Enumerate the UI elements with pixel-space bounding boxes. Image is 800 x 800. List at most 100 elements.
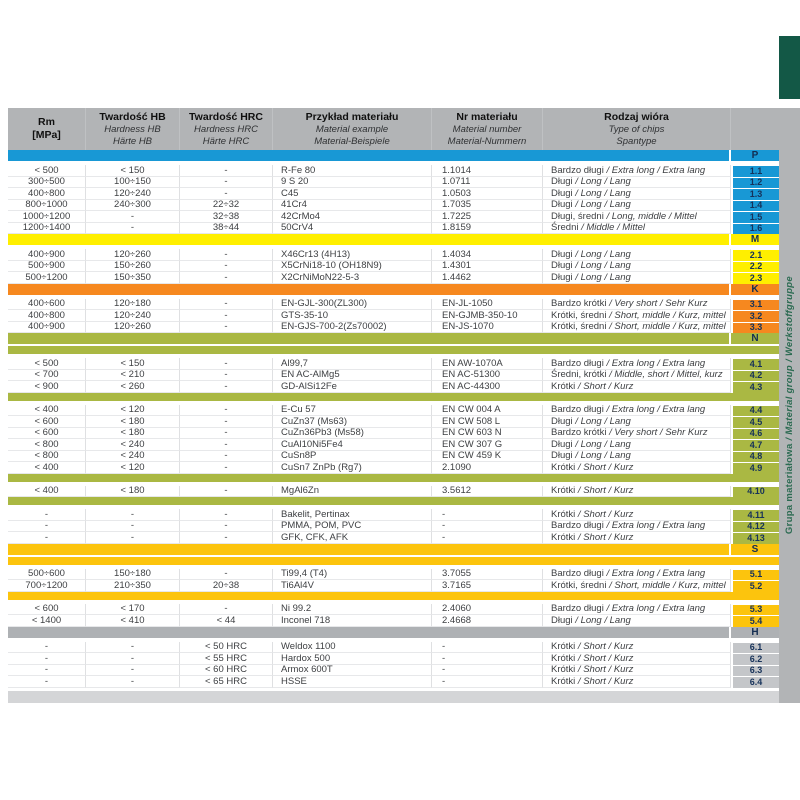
cell-rm: 500÷600 [8, 568, 86, 580]
table-row: < 1400 < 410 < 44 Inconel 718 2.4668 Długi / … [8, 615, 779, 627]
cell-material-number: EN AC-51300 [432, 369, 543, 381]
chip-type-translations: / Short / Kurz [575, 380, 634, 392]
chip-type-translations: / Short, middle / Kurz, mittel [606, 309, 726, 321]
cell-chip-type: Bardzo krótki / Very short / Sehr Kurz [543, 427, 731, 439]
cell-hardness-hrc: < 50 HRC [180, 641, 273, 653]
subgroup-separator [8, 591, 779, 600]
cell-group-number: 4.2 [731, 369, 779, 381]
chip-type-pl: Długi [551, 438, 573, 450]
cell-hardness-hb: < 180 [86, 427, 180, 439]
table-row: < 600 < 180- CuZn37 (Ms63) EN CW 508 L Długi… [8, 416, 779, 428]
table-row: 1000÷1200-32÷38 42CrMo4 1.7225 Długi, średn… [8, 211, 779, 223]
cell-material-number: EN-JL-1050 [432, 298, 543, 310]
chip-type-pl: Bardzo długi [551, 568, 604, 579]
cell-material-number: 2.4668 [432, 615, 543, 627]
chip-type-pl: Krótki, średni [551, 321, 607, 332]
header-line-l3: Material-Nummern [447, 135, 527, 147]
header-line-l1: Twardość HRC [189, 110, 263, 123]
cell-material-example: R-Fe 80 [273, 165, 432, 177]
chip-type-translations: / Long / Lang [572, 438, 631, 450]
cell-group-number: 1.5 [731, 211, 779, 223]
material-table: Rm [MPa] Twardość HB Hardness HB Härte HB Twa… [8, 108, 779, 703]
cell-hardness-hb: - [86, 222, 180, 234]
axis-label-pl: Grupa materiałowa [784, 443, 795, 535]
header-cell: Twardość HB Hardness HB Härte HB [86, 108, 180, 150]
header-line-l3: Härte HB [112, 135, 153, 147]
cell-hardness-hrc: - [180, 381, 273, 393]
cell-hardness-hb: - [86, 664, 180, 676]
cell-chip-type: Długi / Long / Lang [543, 272, 731, 284]
cell-material-number: 1.4462 [432, 272, 543, 284]
bottom-gap [8, 687, 779, 691]
cell-hardness-hrc: - [180, 369, 273, 381]
chip-type-translations: / Short / Kurz [575, 531, 634, 543]
cell-hardness-hrc: - [180, 321, 273, 333]
cell-chip-type: Bardzo długi / Extra long / Extra lang [543, 568, 731, 580]
table-row: 400÷800 120÷240- C45 1.0503 Długi / Long / L… [8, 188, 779, 200]
cell-rm: 500÷1200 [8, 272, 86, 284]
cell-hardness-hrc: < 44 [180, 615, 273, 627]
cell-material-number: 2.1090 [432, 462, 543, 474]
cell-hardness-hrc: - [180, 298, 273, 310]
group-band-bar [8, 543, 729, 555]
table-row: < 700 < 210- EN AC-AlMg5 EN AC-51300 Średni,… [8, 369, 779, 381]
cell-chip-type: Bardzo krótki / Very short / Sehr Kurz [543, 298, 731, 310]
cell-group-number: 1.1 [731, 165, 779, 177]
chip-type-translations: / Long / Lang [572, 450, 631, 461]
cell-hardness-hrc: - [180, 603, 273, 615]
cell-rm: 1000÷1200 [8, 211, 86, 223]
cell-hardness-hb: 150÷350 [86, 272, 180, 284]
cell-material-example: PMMA, POM, PVC [273, 520, 432, 532]
cell-material-example: Ni 99.2 [273, 603, 432, 615]
cell-group-number: 4.6 [731, 427, 779, 439]
cell-material-number: 3.7165 [432, 580, 543, 592]
row-gap [8, 481, 779, 486]
cell-hardness-hrc: - [180, 176, 273, 188]
cell-hardness-hrc: < 55 HRC [180, 653, 273, 665]
cell-chip-type: Krótki / Short / Kurz [543, 664, 731, 676]
table-row: 500÷900 150÷260- X5CrNi18-10 (OH18N9) 1.430… [8, 260, 779, 272]
group-band-label: H [729, 626, 779, 638]
cell-rm: 800÷1000 [8, 199, 86, 211]
cell-hardness-hrc: - [180, 310, 273, 322]
cell-hardness-hb: < 120 [86, 462, 180, 474]
cell-material-number: EN-JS-1070 [432, 321, 543, 333]
cell-material-number: 1.0503 [432, 188, 543, 200]
band-gap [8, 554, 779, 557]
chip-type-pl: Długi [551, 614, 573, 626]
cell-group-number: 3.2 [731, 310, 779, 322]
chip-type-pl: Bardzo krótki [551, 298, 607, 309]
cell-rm: < 500 [8, 358, 86, 370]
cell-material-number: 1.4301 [432, 260, 543, 272]
cell-rm: 500÷900 [8, 260, 86, 272]
header-cell: Nr materiału Material number Material-Numm… [432, 108, 543, 150]
cell-chip-type: Krótki, średni / Short, middle / Kurz, m… [543, 310, 731, 322]
cell-group-number: 4.4 [731, 404, 779, 416]
chip-type-translations: / Long, middle / Mittel [603, 210, 697, 222]
cell-group-number: 5.4 [731, 615, 779, 627]
cell-chip-type: Krótki / Short / Kurz [543, 641, 731, 653]
table-row: - - < 65 HRC HSSE - Krótki / Short / Kurz 6.4 [8, 676, 779, 688]
cell-material-example: GFK, CFK, AFK [273, 532, 432, 544]
group-band-label: K [729, 283, 779, 295]
cell-material-example: CuAl10Ni5Fe4 [273, 439, 432, 451]
chip-type-translations: / Extra long / Extra lang [603, 568, 706, 579]
header-line-l3: Spantype [616, 135, 657, 147]
cell-rm: - [8, 641, 86, 653]
cell-material-number: - [432, 509, 543, 521]
cell-hardness-hb: - [86, 653, 180, 665]
cell-hardness-hb: < 410 [86, 615, 180, 627]
chip-type-pl: Krótki, średni [551, 309, 607, 321]
cell-hardness-hrc: 32÷38 [180, 211, 273, 223]
table-row: 800÷1000 240÷300 22÷32 41Cr4 1.7035 Długi / L… [8, 199, 779, 211]
chip-type-translations: / Extra long / Extra lang [603, 164, 706, 176]
chip-type-translations: / Long / Lang [572, 415, 631, 427]
chip-type-pl: Krótki, średni [551, 579, 607, 591]
cell-chip-type: Bardzo długi / Extra long / Extra lang [543, 603, 731, 615]
cell-hardness-hrc: - [180, 520, 273, 532]
cell-hardness-hrc: - [180, 249, 273, 261]
subgroup-separator [8, 346, 779, 354]
table-row: 1200÷1400-38÷44 50CrV4 1.8159 Średni / Midd… [8, 222, 779, 234]
chip-type-pl: Krótki [551, 641, 576, 652]
cell-group-number: 4.12 [731, 520, 779, 532]
